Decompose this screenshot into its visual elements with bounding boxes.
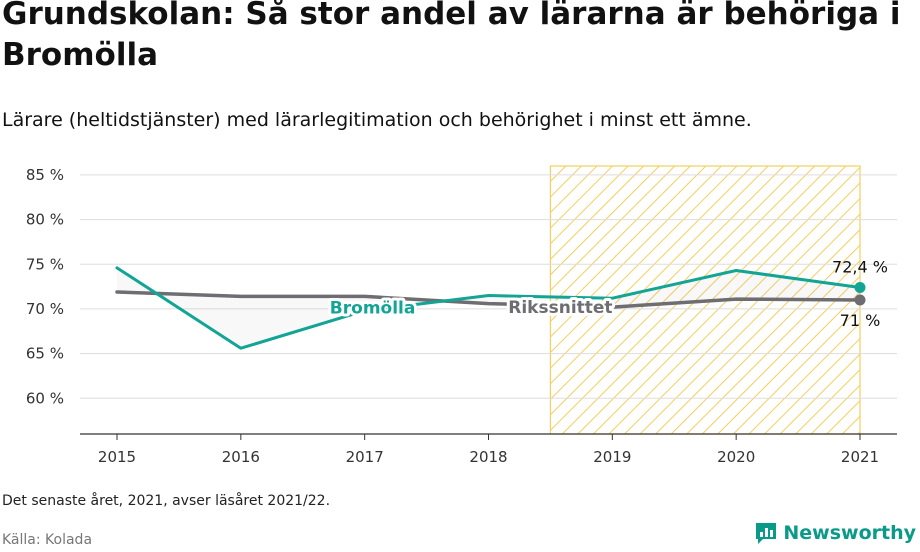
newsworthy-logo-icon — [756, 523, 777, 544]
y-tick-label: 60 % — [26, 389, 64, 407]
brand-name: Newsworthy — [783, 522, 916, 544]
end-label-bromolla: 72,4 % — [832, 257, 888, 276]
series-line-bromolla — [115, 266, 862, 350]
series-line-rikssnittet — [115, 290, 862, 309]
series-label-bromolla: Bromölla — [330, 298, 416, 318]
page-title: Grundskolan: Så stor andel av lärarna är… — [2, 0, 901, 73]
x-tick-label: 2019 — [593, 448, 631, 466]
x-tick-label: 2020 — [717, 448, 755, 466]
end-point-rikssnittet — [854, 294, 866, 306]
x-tick-label: 2017 — [346, 448, 384, 466]
y-tick-label: 85 % — [26, 166, 64, 184]
newsworthy-logo: Newsworthy — [753, 520, 916, 546]
source-note: Källa: Kolada — [2, 532, 93, 548]
x-tick-label: 2018 — [469, 448, 507, 466]
x-tick-label: 2016 — [222, 448, 260, 466]
x-tick-label: 2021 — [841, 448, 879, 466]
page-subtitle: Lärare (heltidstjänster) med lärarlegiti… — [2, 109, 752, 131]
y-tick-label: 75 % — [26, 255, 64, 273]
y-tick-label: 70 % — [26, 300, 64, 318]
series-label-rikssnittet: Rikssnittet — [508, 298, 612, 318]
x-tick-label: 2015 — [98, 448, 136, 466]
end-point-bromolla — [854, 281, 866, 293]
end-label-rikssnittet: 71 % — [840, 311, 881, 330]
y-tick-label: 80 % — [26, 211, 64, 229]
line-chart: 60 % 65 % 70 % 75 % 80 % 85 % 2015 2016 2017 201… — [26, 165, 897, 466]
chart-footnote: Det senaste året, 2021, avser läsåret 20… — [2, 493, 331, 509]
y-tick-label: 65 % — [26, 345, 64, 363]
